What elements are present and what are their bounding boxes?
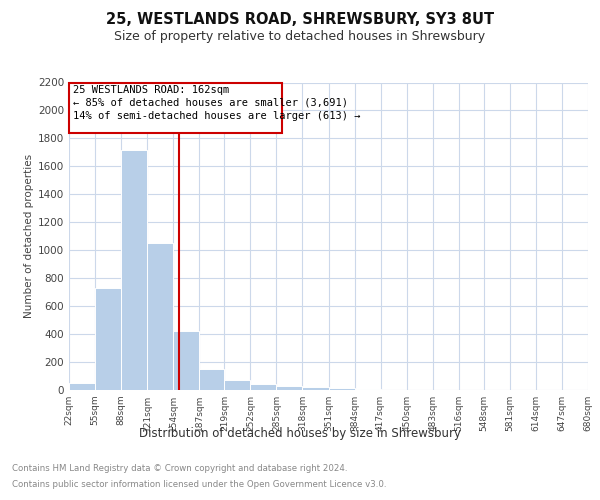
Bar (173, 332, 199, 390)
Bar (147, 243, 173, 390)
Text: ← 85% of detached houses are smaller (3,691): ← 85% of detached houses are smaller (3,… (73, 98, 348, 108)
Bar (121, 150, 147, 390)
Bar (95, 288, 121, 390)
Text: Contains public sector information licensed under the Open Government Licence v3: Contains public sector information licen… (12, 480, 386, 489)
Bar (199, 369, 224, 390)
Bar (329, 388, 355, 390)
Bar (224, 380, 250, 390)
Text: Size of property relative to detached houses in Shrewsbury: Size of property relative to detached ho… (115, 30, 485, 43)
Text: Contains HM Land Registry data © Crown copyright and database right 2024.: Contains HM Land Registry data © Crown c… (12, 464, 347, 473)
Bar (250, 384, 277, 390)
Text: 25, WESTLANDS ROAD, SHREWSBURY, SY3 8UT: 25, WESTLANDS ROAD, SHREWSBURY, SY3 8UT (106, 12, 494, 28)
Text: 25 WESTLANDS ROAD: 162sqm: 25 WESTLANDS ROAD: 162sqm (73, 84, 229, 94)
Text: Distribution of detached houses by size in Shrewsbury: Distribution of detached houses by size … (139, 428, 461, 440)
FancyBboxPatch shape (69, 82, 282, 133)
Bar (302, 387, 329, 390)
Bar (69, 383, 95, 390)
Y-axis label: Number of detached properties: Number of detached properties (24, 154, 34, 318)
Bar (277, 386, 302, 390)
Text: 14% of semi-detached houses are larger (613) →: 14% of semi-detached houses are larger (… (73, 111, 361, 121)
